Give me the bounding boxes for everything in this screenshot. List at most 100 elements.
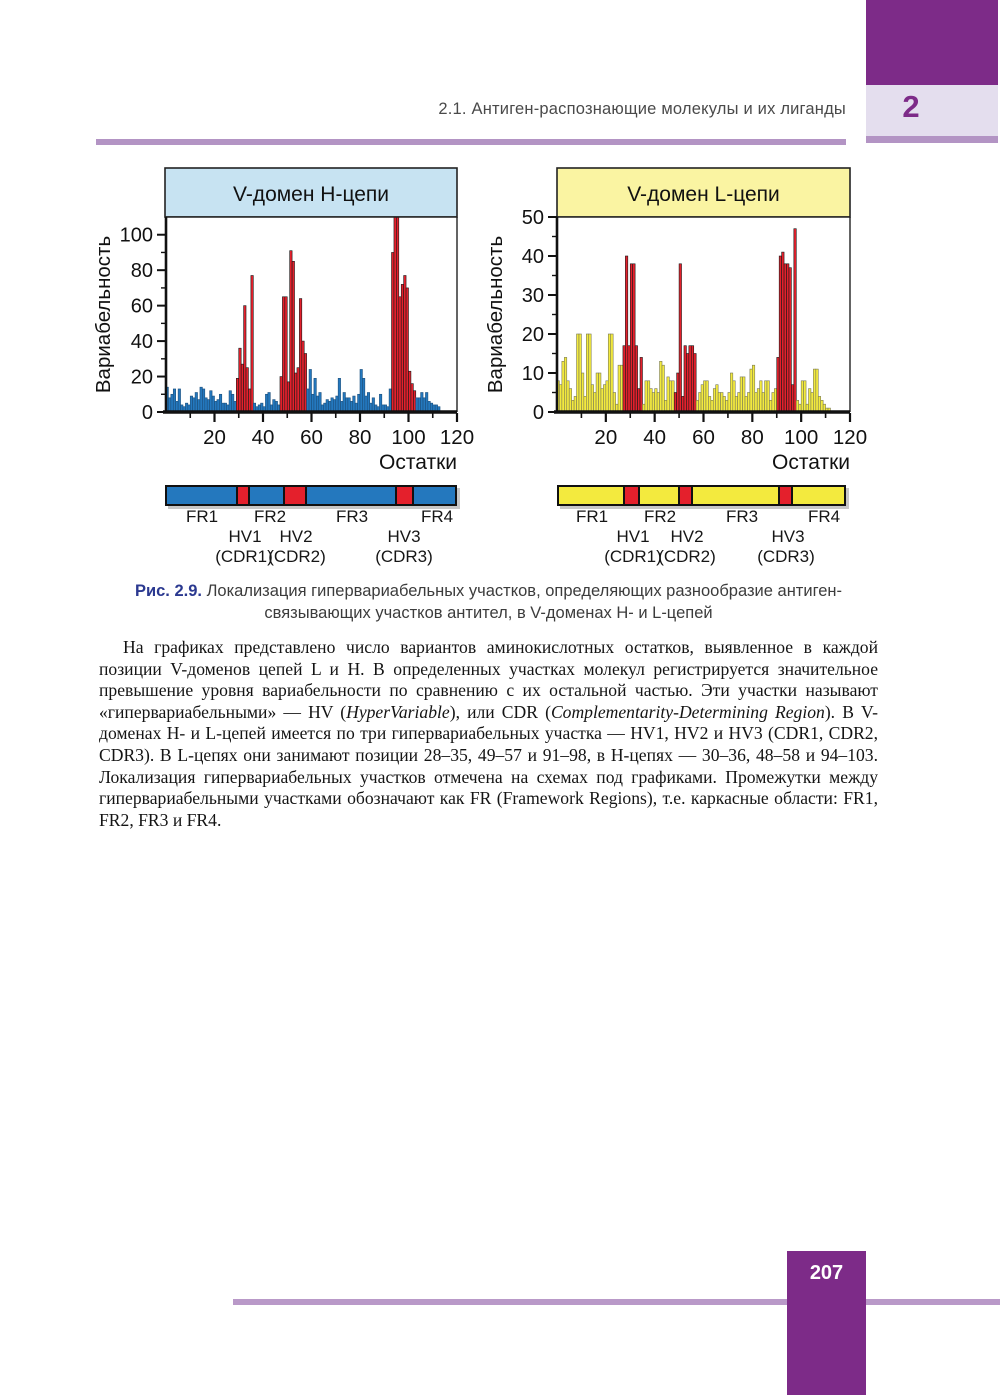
figure-caption-line1: Рис. 2.9. Локализация гипервариабельных … [99, 581, 878, 603]
bar [771, 392, 775, 413]
bar [661, 364, 665, 413]
strip-label: FR2 [253, 507, 287, 526]
bar [204, 397, 208, 413]
hv2-segment [283, 487, 307, 504]
bar [595, 372, 599, 413]
x-tick-label: 100 [784, 426, 818, 449]
bar [388, 388, 392, 413]
figure-caption-label: Рис. 2.9. [134, 582, 202, 600]
bar [422, 397, 426, 413]
bar [617, 364, 621, 413]
bar [571, 400, 575, 413]
bar [364, 395, 368, 413]
hv-bar [632, 263, 636, 413]
bar [607, 333, 612, 413]
bar [206, 399, 210, 413]
bar [759, 380, 763, 413]
bar [717, 392, 721, 413]
bar [335, 395, 339, 413]
bar [568, 388, 572, 413]
hv1-segment [623, 487, 641, 504]
hv3-segment [777, 487, 793, 504]
bar [654, 388, 658, 413]
strip-label: HV2 [279, 527, 313, 546]
hv-bar [393, 216, 397, 413]
figure-caption-text: Локализация гипервариабельных участков, … [206, 582, 843, 600]
strip-label: FR4 [807, 507, 841, 526]
bar [769, 400, 773, 413]
strip-label: FR2 [643, 507, 677, 526]
figure-caption-line2: связывающих участков антител, в V-домена… [264, 603, 713, 622]
bar [168, 397, 172, 413]
y-tick-label: 20 [131, 367, 153, 389]
bar [192, 397, 196, 413]
bar [231, 393, 235, 413]
chart-title-box [556, 167, 851, 218]
body-text: На графиках представлено число вариантов… [99, 637, 878, 722]
x-axis-label: Остатки [772, 451, 850, 474]
y-tick-label: 0 [533, 402, 544, 424]
bar [371, 397, 375, 413]
hv-bar [279, 376, 283, 413]
bar [576, 333, 580, 413]
hv-bar [781, 251, 785, 413]
bar [698, 392, 702, 413]
bar [228, 390, 232, 413]
hv-bar [299, 298, 303, 413]
y-tick-label: 20 [522, 324, 544, 346]
bar [808, 388, 812, 413]
hv-bar [786, 263, 790, 413]
hv-bar [398, 296, 402, 413]
bar [727, 392, 731, 413]
page-number-box [787, 1251, 866, 1395]
strip-label: HV3 [771, 527, 805, 546]
hv3-segment [395, 487, 415, 504]
bar [316, 395, 320, 413]
y-tick-label: 50 [522, 207, 544, 229]
y-tick-label: 40 [522, 246, 544, 268]
bar [420, 392, 424, 413]
bar [308, 369, 312, 413]
hv-bar [248, 388, 252, 413]
bar [219, 393, 223, 413]
bar [311, 393, 315, 413]
bar [761, 392, 765, 413]
bar [359, 369, 363, 413]
bar [306, 388, 310, 413]
bar [703, 380, 707, 413]
bar [318, 392, 322, 413]
hv-bar [403, 275, 407, 413]
x-tick-label: 40 [643, 426, 666, 449]
bar [664, 400, 668, 413]
strip-label: FR3 [335, 507, 369, 526]
bar [730, 372, 734, 413]
hv2-segment [678, 487, 694, 504]
bar [610, 333, 614, 413]
body-text-italic: Complementarity-Determining Region [550, 701, 825, 722]
bar [737, 392, 741, 413]
bar [337, 378, 341, 413]
x-tick-label: 80 [349, 426, 372, 449]
bar [583, 396, 587, 413]
x-tick-label: 80 [741, 426, 764, 449]
bar [564, 357, 568, 413]
bar [815, 368, 819, 413]
bar [211, 395, 215, 413]
hv-bar [296, 367, 300, 413]
bar [417, 397, 421, 413]
bar [216, 399, 220, 413]
y-tick-label: 10 [522, 363, 544, 385]
hv-bar [678, 263, 682, 413]
hv-bar [791, 384, 795, 413]
hv-bar [688, 345, 692, 413]
hv-bar [408, 370, 412, 413]
bar [357, 393, 361, 413]
hv-bar [625, 255, 629, 413]
bar [612, 392, 616, 413]
hv-bar [793, 228, 797, 413]
bar [272, 399, 276, 413]
bar [749, 368, 753, 413]
y-axis-label: Вариабельность [95, 236, 115, 393]
strip-label: (CDR3) [757, 547, 815, 566]
bar [752, 364, 756, 413]
